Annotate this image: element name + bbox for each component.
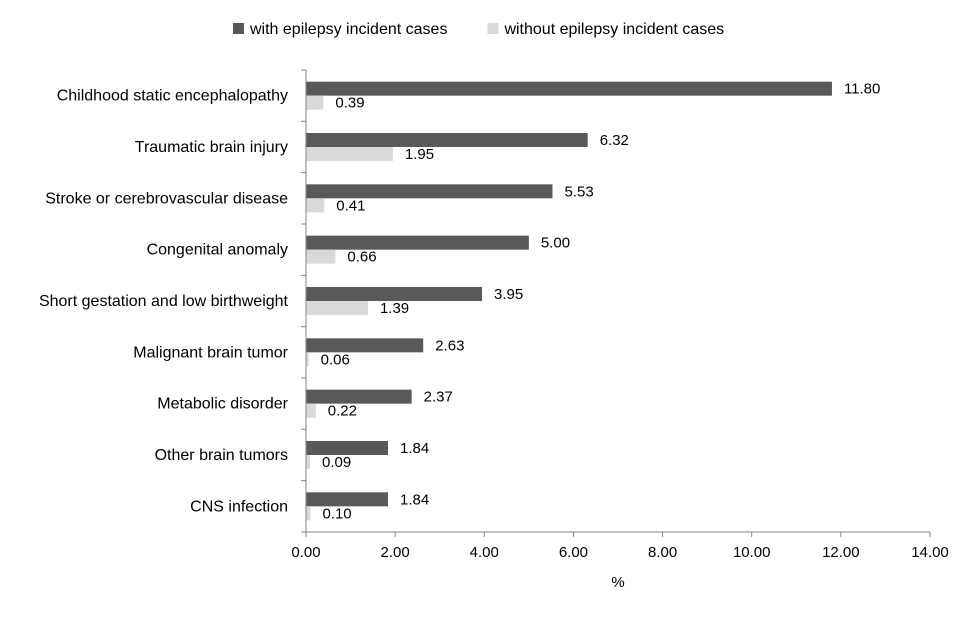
x-tick-label: 12.00 — [822, 544, 860, 561]
bar-without-epilepsy — [306, 506, 311, 521]
data-label: 5.53 — [564, 183, 593, 200]
bar-with-epilepsy — [306, 338, 424, 353]
legend-swatch — [487, 23, 499, 34]
category-label: Metabolic disorder — [157, 396, 288, 413]
x-tick-label: 10.00 — [733, 544, 771, 561]
bar-without-epilepsy — [306, 352, 309, 367]
x-tick-label: 8.00 — [648, 544, 677, 561]
data-label: 5.00 — [541, 235, 570, 252]
category-label: Childhood static encephalopathy — [57, 88, 288, 105]
bar-with-epilepsy — [306, 235, 529, 250]
bar-with-epilepsy — [306, 184, 553, 199]
legend-label: without epilepsy incident cases — [503, 21, 724, 38]
x-tick-label: 2.00 — [381, 544, 410, 561]
bar-with-epilepsy — [306, 81, 832, 96]
category-label: CNS infection — [190, 498, 288, 515]
x-tick-label: 0.00 — [291, 544, 320, 561]
data-label: 1.84 — [400, 491, 429, 508]
x-tick-label: 4.00 — [470, 544, 499, 561]
bar-without-epilepsy — [306, 147, 393, 161]
bar-without-epilepsy — [306, 455, 311, 469]
bar-with-epilepsy — [306, 441, 389, 455]
bar-without-epilepsy — [306, 249, 336, 264]
data-label: 11.80 — [844, 81, 880, 98]
bar-without-epilepsy — [306, 95, 324, 110]
data-label: 2.37 — [424, 389, 453, 406]
data-label: 1.39 — [380, 300, 409, 317]
category-label: Short gestation and low birthweight — [39, 293, 289, 310]
data-label: 0.09 — [322, 454, 351, 471]
legend-label: with epilepsy incident cases — [249, 21, 447, 38]
bar-with-epilepsy — [306, 133, 588, 147]
category-label: Congenital anomaly — [147, 242, 288, 259]
data-label: 6.32 — [600, 132, 629, 149]
category-label: Traumatic brain injury — [135, 139, 288, 156]
data-label: 0.39 — [335, 95, 364, 112]
legend-swatch — [233, 23, 244, 34]
x-tick-label: 6.00 — [559, 544, 588, 561]
x-tick-label: 14.00 — [911, 544, 949, 561]
category-labels: Childhood static encephalopathy Traumatic… — [39, 88, 289, 516]
bar-with-epilepsy — [306, 287, 483, 301]
x-axis: 0.00 2.00 4.00 6.00 8.00 10.00 12.00 14.00 — [291, 69, 949, 561]
bar-with-epilepsy — [306, 389, 412, 404]
data-label: 3.95 — [494, 286, 523, 303]
bar-with-epilepsy — [306, 492, 389, 507]
category-label: Other brain tumors — [155, 447, 288, 464]
data-label: 0.22 — [328, 403, 357, 420]
data-label: 0.66 — [347, 249, 376, 266]
category-label: Stroke or cerebrovascular disease — [45, 190, 288, 207]
x-axis-title: % — [611, 574, 624, 591]
bar-without-epilepsy — [306, 301, 368, 315]
category-label: Malignant brain tumor — [133, 344, 288, 361]
data-label: 0.41 — [336, 197, 365, 214]
data-label: 0.10 — [322, 505, 351, 522]
bar-without-epilepsy — [306, 403, 316, 418]
legend: with epilepsy incident cases without epil… — [233, 21, 724, 38]
data-label: 1.84 — [400, 440, 429, 457]
data-label: 0.06 — [321, 351, 350, 368]
data-label: 1.95 — [405, 146, 434, 163]
bar-without-epilepsy — [306, 198, 325, 213]
bars: 11.80 0.39 6.32 1.95 5.53 0.41 5.00 0.66 3.95 1.3… — [306, 81, 880, 522]
data-label: 2.63 — [435, 337, 464, 354]
